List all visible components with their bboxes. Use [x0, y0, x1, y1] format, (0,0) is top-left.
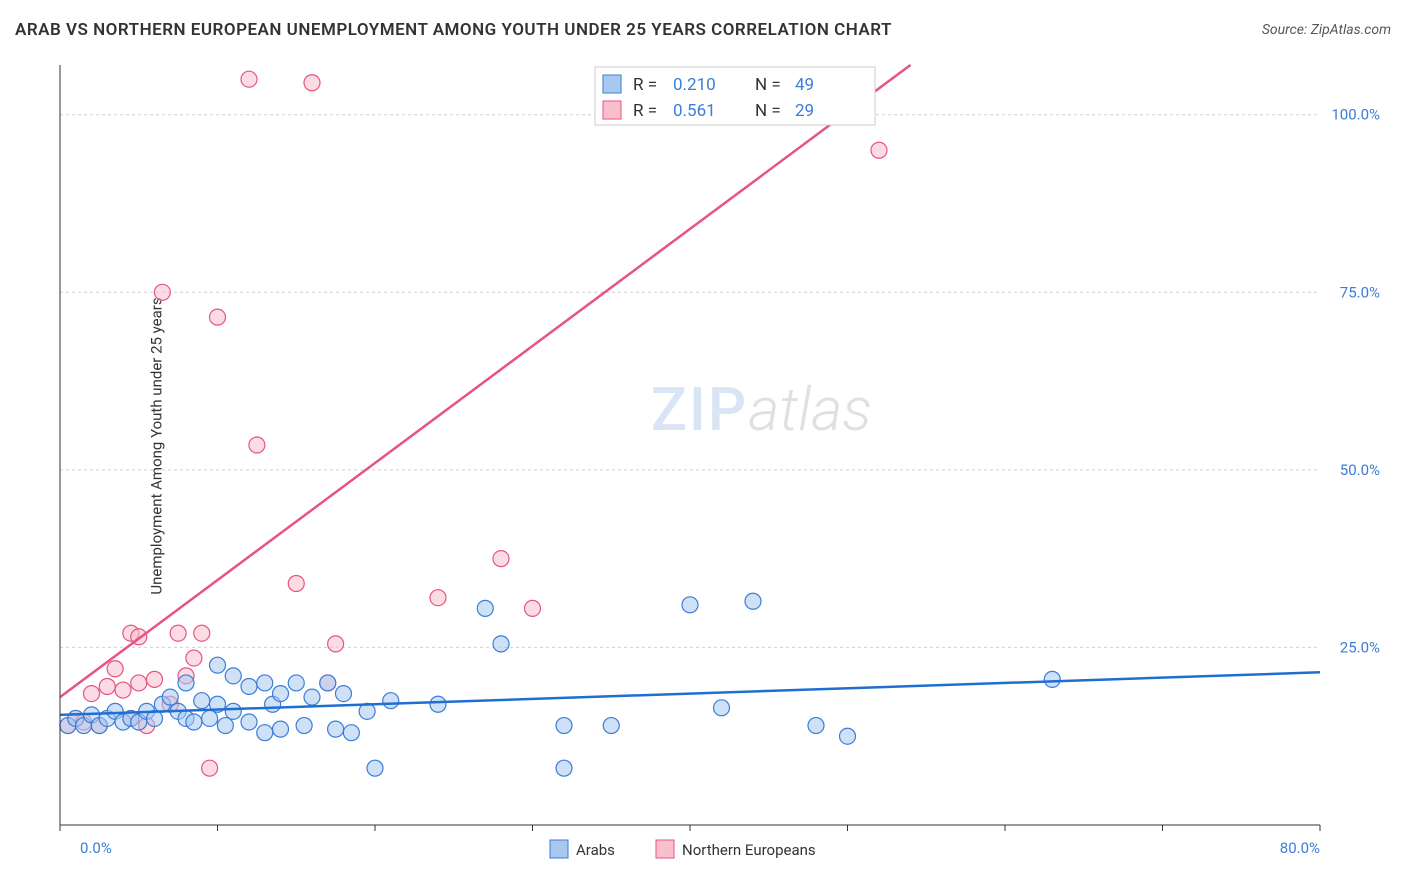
- series2-point: [288, 576, 304, 592]
- scatter-plot: 25.0% 50.0% 75.0% 100.0% 0.0% 80.0% ZIPatlas R …: [50, 55, 1390, 860]
- stats-swatch: [603, 101, 621, 119]
- series1-point: [273, 686, 289, 702]
- series1-point: [328, 721, 344, 737]
- series1-point: [217, 718, 233, 734]
- series1-point: [296, 718, 312, 734]
- stats-n-label: N =: [755, 75, 781, 95]
- series1-point: [682, 597, 698, 613]
- stats-r-value: 0.210: [673, 75, 716, 95]
- series1-point: [556, 718, 572, 734]
- series2-point: [99, 678, 115, 694]
- series1-point: [714, 700, 730, 716]
- series2-point: [202, 760, 218, 776]
- series1-point: [273, 721, 289, 737]
- series1-point: [257, 725, 273, 741]
- series1-point: [808, 718, 824, 734]
- series1-point: [162, 689, 178, 705]
- series2-point: [241, 71, 257, 87]
- svg-text:atlas: atlas: [748, 374, 872, 445]
- series1-point: [304, 689, 320, 705]
- series1-point: [320, 675, 336, 691]
- series1-point: [210, 657, 226, 673]
- series2-point: [107, 661, 123, 677]
- series1-point: [745, 593, 761, 609]
- x-tick-label: 80.0%: [1280, 839, 1320, 857]
- series2-point: [154, 284, 170, 300]
- series2-point: [131, 675, 147, 691]
- series2-point: [871, 142, 887, 158]
- legend-label: Arabs: [576, 841, 615, 859]
- series2-point: [493, 551, 509, 567]
- series1-point: [225, 703, 241, 719]
- legend-label: Northern Europeans: [682, 841, 816, 859]
- series1-point: [194, 693, 210, 709]
- series2-point: [249, 437, 265, 453]
- y-tick-label: 25.0%: [1340, 638, 1380, 656]
- source-label: Source: ZipAtlas.com: [1262, 22, 1391, 38]
- series2-point: [210, 309, 226, 325]
- series2-point: [430, 590, 446, 606]
- legend-swatch: [550, 840, 568, 858]
- stats-n-value: 29: [795, 101, 814, 121]
- series1-point: [367, 760, 383, 776]
- y-tick-label: 100.0%: [1331, 106, 1380, 124]
- chart-title: ARAB VS NORTHERN EUROPEAN UNEMPLOYMENT A…: [15, 20, 892, 40]
- series2-point: [84, 686, 100, 702]
- y-tick-label: 50.0%: [1340, 461, 1380, 479]
- series2-point: [147, 671, 163, 687]
- y-tick-label: 75.0%: [1340, 283, 1380, 301]
- series2-point: [194, 625, 210, 641]
- series1-point: [1044, 671, 1060, 687]
- stats-r-label: R =: [633, 101, 657, 121]
- series1-point: [430, 696, 446, 712]
- series1-point: [556, 760, 572, 776]
- svg-text:ZIP: ZIP: [651, 374, 748, 445]
- series2-point: [186, 650, 202, 666]
- series2-point: [328, 636, 344, 652]
- stats-n-value: 49: [795, 75, 814, 95]
- x-tick-label: 0.0%: [80, 839, 112, 857]
- series1-point: [493, 636, 509, 652]
- stats-r-label: R =: [633, 75, 657, 95]
- series1-point: [840, 728, 856, 744]
- watermark: ZIPatlas: [651, 374, 872, 445]
- series1-point: [383, 693, 399, 709]
- legend-swatch: [656, 840, 674, 858]
- series1-point: [241, 678, 257, 694]
- series1-point: [288, 675, 304, 691]
- series2-point: [115, 682, 131, 698]
- series1-point: [257, 675, 273, 691]
- series1-point: [336, 686, 352, 702]
- stats-n-label: N =: [755, 101, 781, 121]
- series1-point: [202, 710, 218, 726]
- series1-point: [178, 675, 194, 691]
- series1-point: [241, 714, 257, 730]
- series2-point: [170, 625, 186, 641]
- stats-r-value: 0.561: [673, 101, 716, 121]
- stats-swatch: [603, 75, 621, 93]
- series1-point: [477, 600, 493, 616]
- series2-point: [304, 75, 320, 91]
- series1-point: [186, 714, 202, 730]
- series1-point: [225, 668, 241, 684]
- series2-point: [525, 600, 541, 616]
- series1-point: [343, 725, 359, 741]
- series1-point: [603, 718, 619, 734]
